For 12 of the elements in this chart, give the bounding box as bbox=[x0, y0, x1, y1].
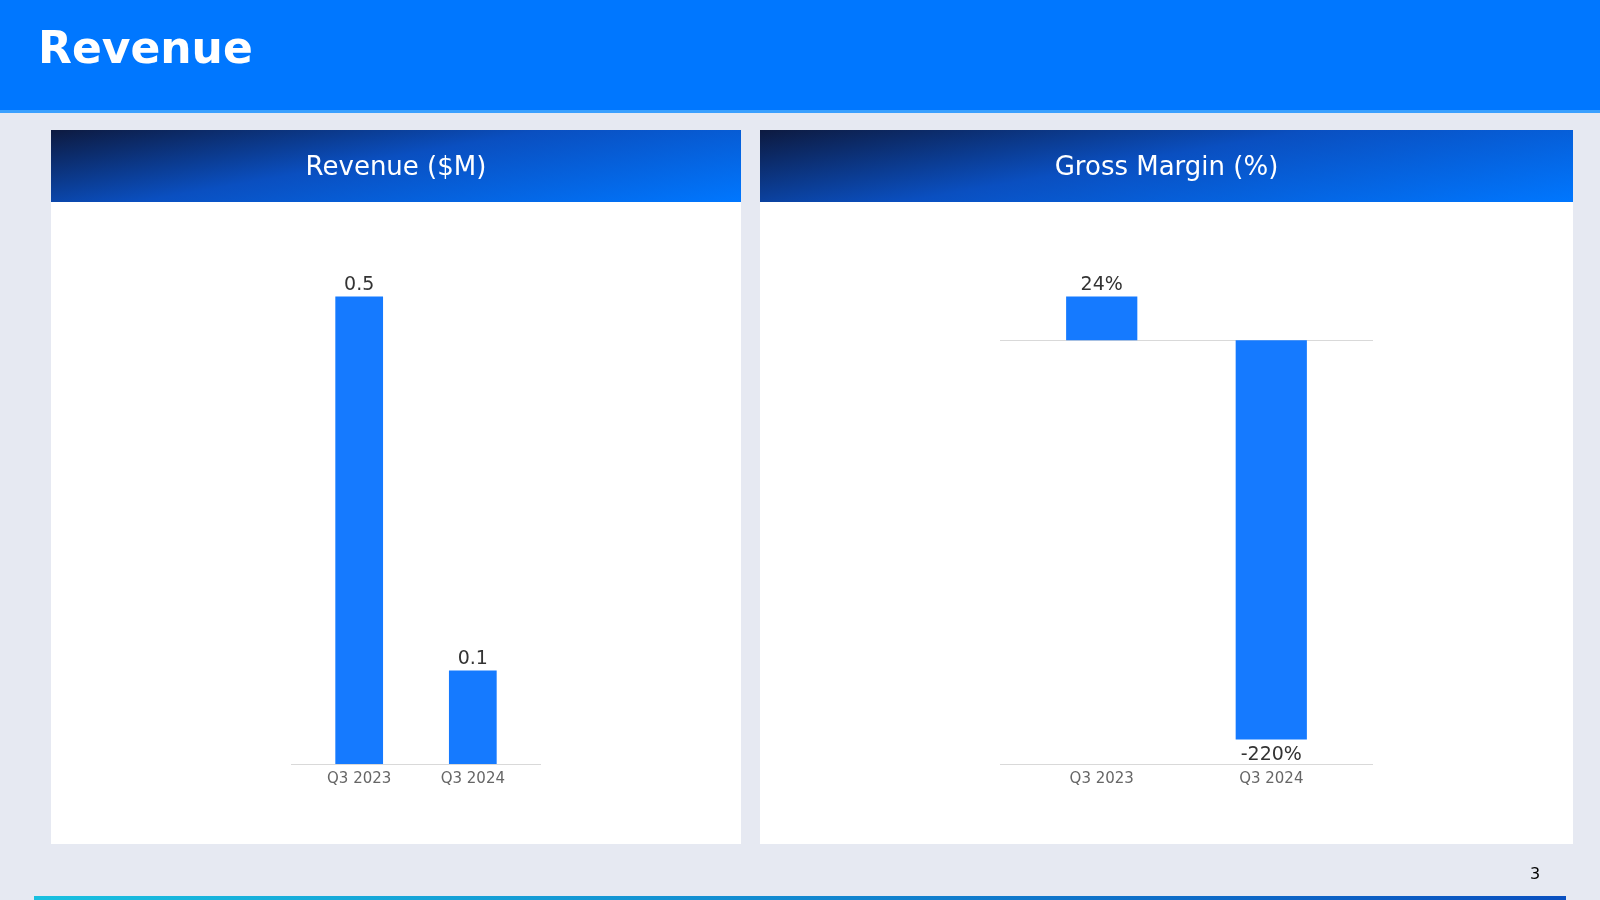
x-tick-label: Q3 2023 bbox=[327, 769, 392, 787]
chart-title: Revenue ($M) bbox=[51, 130, 741, 202]
data-label: -220% bbox=[1240, 742, 1302, 765]
data-label: 24% bbox=[1080, 271, 1123, 294]
x-tick-label: Q3 2023 bbox=[1069, 769, 1134, 787]
data-label: 0.1 bbox=[457, 645, 488, 668]
x-tick-label: Q3 2024 bbox=[1239, 769, 1304, 787]
text: 3 bbox=[1530, 864, 1541, 883]
x-tick-label: Q3 2024 bbox=[440, 769, 505, 787]
chart-title: Gross Margin (%) bbox=[760, 130, 1573, 202]
data-label: 0.5 bbox=[344, 271, 375, 294]
text: Revenue bbox=[38, 22, 253, 73]
